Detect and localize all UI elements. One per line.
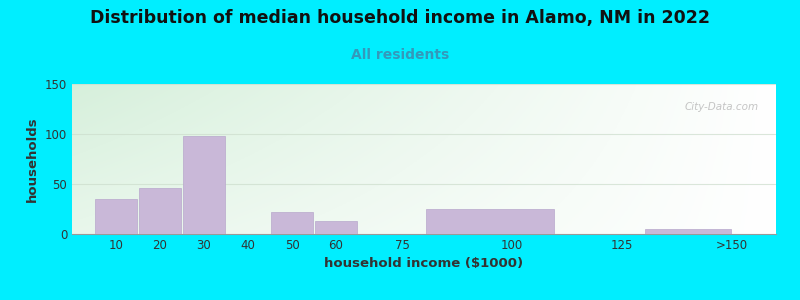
Bar bbox=[426, 209, 554, 234]
X-axis label: household income ($1000): household income ($1000) bbox=[325, 257, 523, 270]
Bar bbox=[646, 229, 730, 234]
Bar bbox=[270, 212, 314, 234]
Bar bbox=[182, 136, 226, 234]
Bar bbox=[314, 221, 358, 234]
Text: All residents: All residents bbox=[351, 48, 449, 62]
Text: Distribution of median household income in Alamo, NM in 2022: Distribution of median household income … bbox=[90, 9, 710, 27]
Text: City-Data.com: City-Data.com bbox=[685, 102, 758, 112]
Bar bbox=[138, 188, 182, 234]
Y-axis label: households: households bbox=[26, 116, 39, 202]
Bar bbox=[94, 199, 138, 234]
